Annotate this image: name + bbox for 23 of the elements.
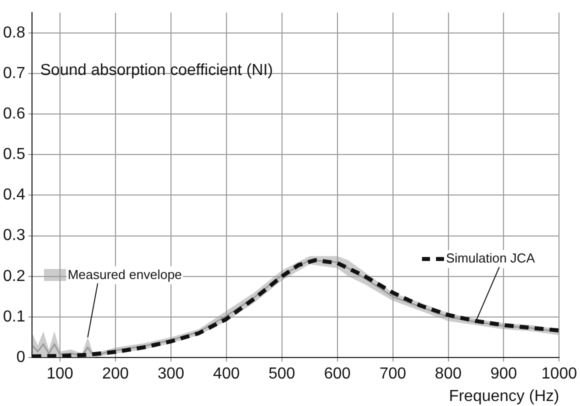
- x-tick-label: 600: [324, 366, 351, 383]
- x-tick-label: 1000: [541, 366, 578, 383]
- x-tick-label: 300: [158, 366, 184, 383]
- y-tick-label: 0: [16, 349, 26, 366]
- x-tick-label: 700: [379, 366, 406, 383]
- x-tick-label: 400: [213, 366, 240, 383]
- y-tick-label: 0.6: [2, 105, 26, 122]
- y-tick-label: 0.7: [2, 64, 26, 82]
- text: Sound absorption coefficient (NI): [40, 62, 273, 80]
- x-tick-label: 900: [490, 366, 518, 383]
- x-tick-label: 500: [268, 366, 296, 383]
- y-tick-label: 0.4: [2, 186, 26, 204]
- y-tick-label: 0.2: [2, 268, 26, 285]
- annotation: Simulation JCA: [446, 250, 536, 266]
- y-tick-label: 0.1: [2, 308, 26, 326]
- y-tick-label: 0.5: [2, 146, 26, 164]
- x-tick-label: 800: [434, 366, 462, 383]
- x-axis-title: Frequency (Hz): [448, 388, 560, 405]
- annotation: Measured envelope: [68, 266, 182, 282]
- y-tick-label: 0.3: [2, 227, 26, 244]
- x-tick-label: 100: [46, 366, 74, 383]
- y-tick-label: 0.8: [2, 24, 26, 42]
- x-tick-label: 200: [102, 366, 129, 383]
